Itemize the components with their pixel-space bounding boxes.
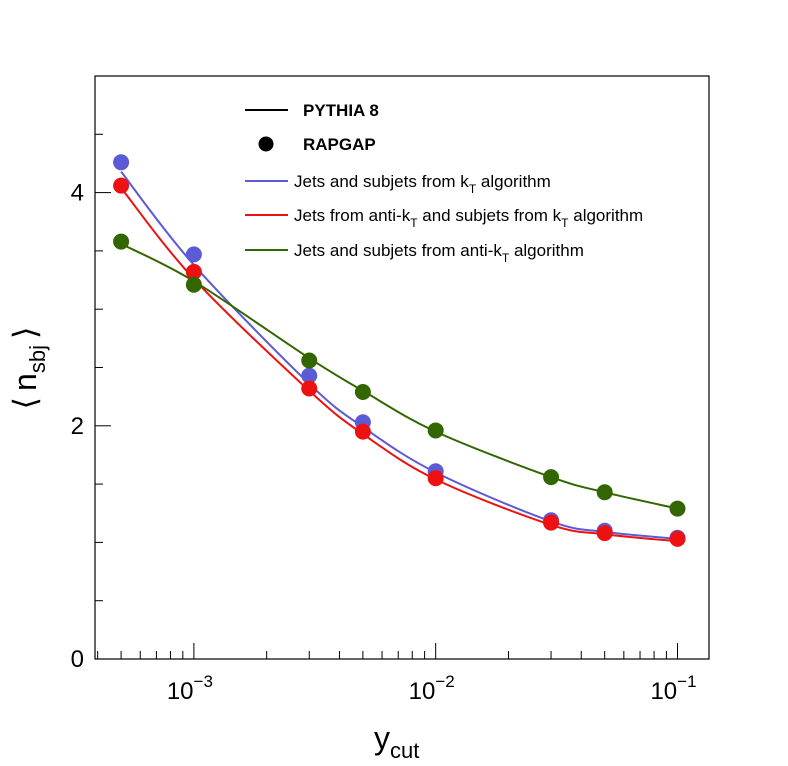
legend-label-pythia: PYTHIA 8 bbox=[303, 101, 379, 120]
legend-label-antikt-kt: Jets from anti-kT and subjets from kT al… bbox=[294, 206, 643, 230]
point-antikt bbox=[185, 276, 202, 293]
point-antikt-kt bbox=[596, 525, 613, 542]
point-antikt-kt bbox=[185, 263, 202, 280]
point-antikt-kt bbox=[301, 380, 318, 397]
point-antikt bbox=[427, 422, 444, 439]
point-antikt-kt bbox=[354, 423, 371, 440]
svg-text:⟨nsbj⟩: ⟨nsbj⟩ bbox=[7, 327, 50, 410]
legend-label-rapgap: RAPGAP bbox=[303, 135, 376, 154]
x-tick-label: 10−1 bbox=[650, 672, 696, 705]
legend-label-kt: Jets and subjets from kT algorithm bbox=[294, 172, 551, 196]
point-antikt-kt bbox=[113, 177, 130, 194]
axis-tick-labels: 0 2 4 10−3 10−2 10−1 bbox=[71, 180, 697, 705]
point-antikt-kt bbox=[427, 470, 444, 487]
point-antikt bbox=[301, 352, 318, 369]
y-tick-label: 2 bbox=[71, 413, 84, 440]
x-tick-label: 10−3 bbox=[167, 672, 213, 705]
x-axis-title: ycut bbox=[374, 720, 419, 763]
axis-ticks bbox=[95, 75, 678, 660]
point-antikt-kt bbox=[543, 514, 560, 531]
point-antikt-kt bbox=[669, 530, 686, 547]
y-tick-label: 0 bbox=[71, 646, 84, 673]
y-axis-title: ⟨nsbj⟩ bbox=[7, 327, 50, 410]
legend: PYTHIA 8 RAPGAP Jets and subjets from kT… bbox=[245, 101, 643, 265]
point-antikt bbox=[354, 383, 371, 400]
legend-label-antikt: Jets and subjets from anti-kT algorithm bbox=[294, 241, 584, 265]
legend-marker-symbol bbox=[258, 136, 274, 152]
point-kt bbox=[113, 154, 130, 171]
point-antikt bbox=[113, 233, 130, 250]
point-kt bbox=[301, 367, 318, 384]
x-tick-label: 10−2 bbox=[409, 672, 455, 705]
data-points bbox=[113, 154, 686, 547]
point-antikt bbox=[543, 469, 560, 486]
point-antikt bbox=[669, 500, 686, 517]
point-antikt bbox=[596, 484, 613, 501]
point-kt bbox=[185, 246, 202, 263]
y-tick-label: 4 bbox=[71, 180, 84, 207]
